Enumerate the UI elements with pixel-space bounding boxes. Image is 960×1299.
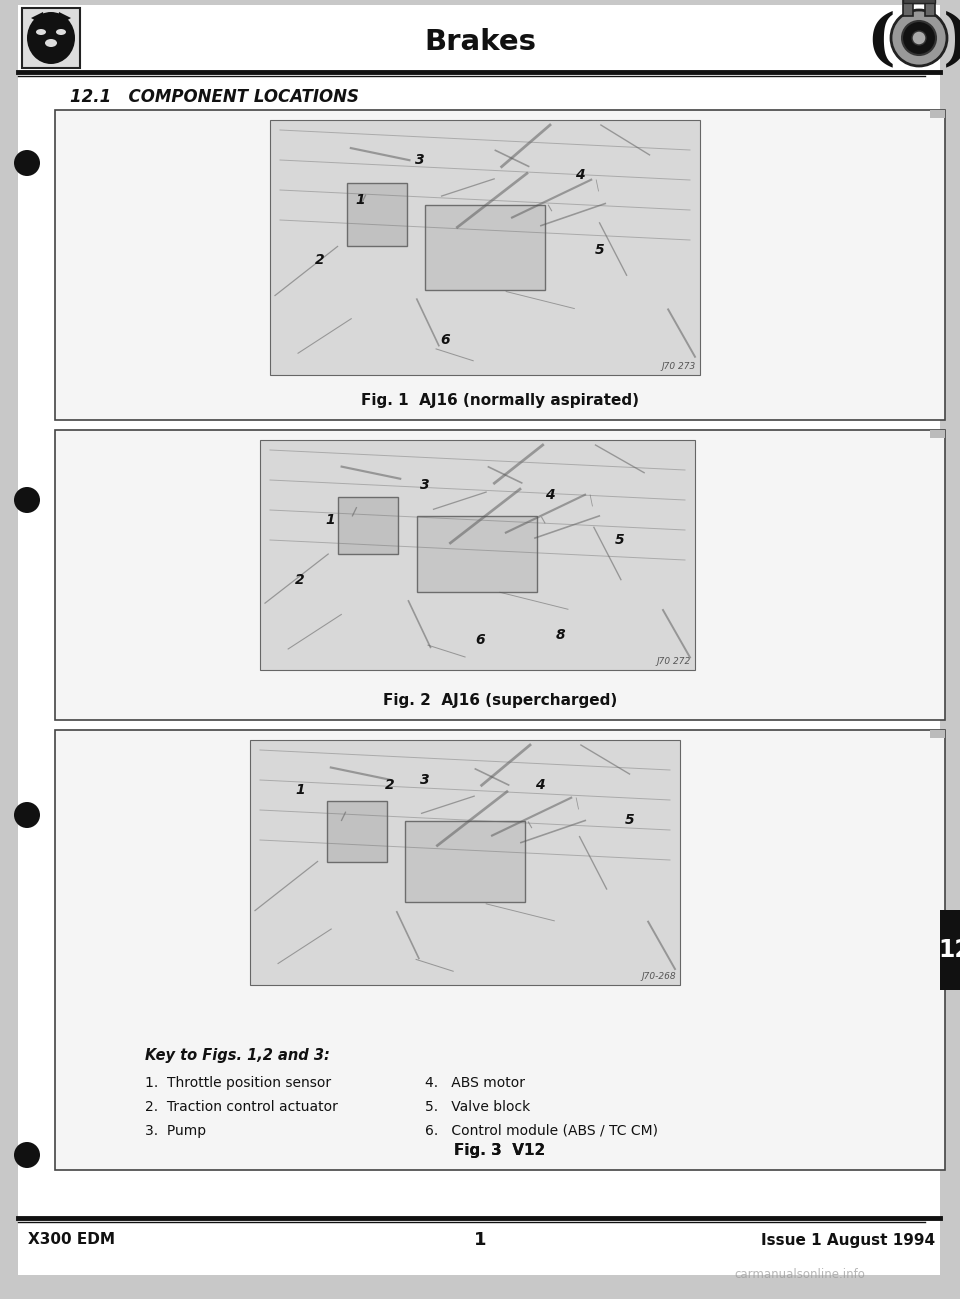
Bar	[925, 0, 935, 16]
Circle shape	[14, 801, 40, 827]
Text: J70-268: J70-268	[641, 972, 676, 981]
Text: 2: 2	[385, 778, 395, 792]
Bar	[260, 440, 695, 670]
Bar	[250, 740, 680, 985]
Text: 4: 4	[575, 168, 585, 182]
Bar	[55, 430, 945, 720]
Text: 5.   Valve block: 5. Valve block	[425, 1100, 530, 1115]
Bar	[903, 0, 935, 3]
Bar	[22, 8, 80, 68]
Bar	[930, 430, 945, 438]
Text: 12: 12	[939, 938, 960, 963]
Text: 2: 2	[315, 253, 324, 268]
Bar	[270, 120, 700, 375]
Text: 1: 1	[325, 513, 335, 527]
Circle shape	[14, 149, 40, 175]
Text: 12.1   COMPONENT LOCATIONS: 12.1 COMPONENT LOCATIONS	[70, 88, 359, 107]
Bar	[55, 730, 945, 1170]
Circle shape	[902, 21, 936, 55]
Ellipse shape	[45, 39, 57, 47]
Polygon shape	[31, 12, 45, 26]
Text: 3: 3	[420, 773, 430, 787]
Circle shape	[912, 31, 926, 45]
Text: 1: 1	[295, 783, 305, 798]
Text: Key to Figs. 1,2 and 3:: Key to Figs. 1,2 and 3:	[145, 1048, 330, 1063]
Text: 3: 3	[415, 153, 425, 168]
Text: Fig. 1  AJ16 (normally aspirated): Fig. 1 AJ16 (normally aspirated)	[361, 392, 639, 408]
Text: 3: 3	[420, 478, 430, 492]
Ellipse shape	[27, 12, 75, 64]
Circle shape	[14, 487, 40, 513]
Text: ): )	[943, 10, 960, 70]
Text: 4.   ABS motor: 4. ABS motor	[425, 1076, 525, 1090]
Bar	[55, 110, 945, 420]
Text: Brakes: Brakes	[424, 29, 536, 56]
Text: 1.  Throttle position sensor: 1. Throttle position sensor	[145, 1076, 331, 1090]
Text: 8: 8	[555, 627, 564, 642]
Text: 3.  Pump: 3. Pump	[145, 1124, 206, 1138]
Text: (: (	[867, 10, 896, 70]
Text: 1: 1	[355, 194, 365, 207]
Text: Fig. 3  V12: Fig. 3 V12	[454, 1143, 545, 1157]
Circle shape	[14, 1142, 40, 1168]
Text: 5: 5	[595, 243, 605, 257]
Text: J70 273: J70 273	[661, 362, 696, 372]
Bar	[327, 801, 387, 863]
Text: 1: 1	[473, 1231, 487, 1250]
Text: X300 EDM: X300 EDM	[28, 1233, 115, 1247]
Polygon shape	[57, 12, 71, 26]
Text: 6: 6	[475, 633, 485, 647]
Text: 4: 4	[535, 778, 545, 792]
Text: 2: 2	[295, 573, 305, 587]
Text: Fig. 2  AJ16 (supercharged): Fig. 2 AJ16 (supercharged)	[383, 692, 617, 708]
Text: 6: 6	[441, 333, 450, 347]
Text: Fig. 3  V12: Fig. 3 V12	[454, 1143, 545, 1157]
Bar	[930, 730, 945, 738]
Bar	[347, 183, 407, 246]
Ellipse shape	[56, 29, 66, 35]
Bar	[417, 516, 537, 592]
Bar	[940, 911, 960, 990]
Text: 5: 5	[625, 813, 635, 827]
Text: Issue 1 August 1994: Issue 1 August 1994	[761, 1233, 935, 1247]
Text: carmanualsonline.info: carmanualsonline.info	[734, 1269, 865, 1282]
Text: 6.   Control module (ABS / TC CM): 6. Control module (ABS / TC CM)	[425, 1124, 658, 1138]
Text: J70 272: J70 272	[657, 657, 691, 666]
Text: 5: 5	[615, 533, 625, 547]
Text: 4: 4	[545, 488, 555, 501]
Bar	[338, 498, 398, 553]
Bar	[405, 821, 525, 902]
Text: 2.  Traction control actuator: 2. Traction control actuator	[145, 1100, 338, 1115]
Bar	[930, 110, 945, 118]
Bar	[425, 205, 545, 290]
Bar	[903, 0, 913, 16]
Ellipse shape	[36, 29, 46, 35]
Circle shape	[891, 10, 947, 66]
